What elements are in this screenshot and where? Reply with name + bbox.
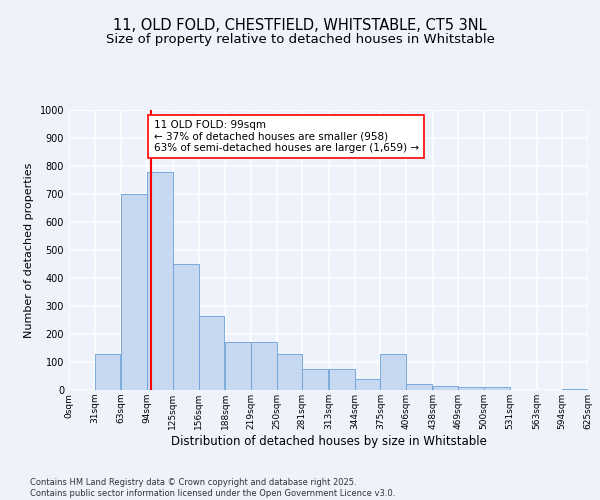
Bar [458, 387, 484, 390]
Bar [173, 264, 199, 390]
Bar [562, 388, 588, 390]
Bar [302, 369, 328, 390]
Bar [433, 386, 458, 390]
Bar [355, 379, 380, 390]
Text: Contains HM Land Registry data © Crown copyright and database right 2025.
Contai: Contains HM Land Registry data © Crown c… [30, 478, 395, 498]
Text: Size of property relative to detached houses in Whitstable: Size of property relative to detached ho… [106, 32, 494, 46]
Bar [95, 354, 121, 390]
X-axis label: Distribution of detached houses by size in Whitstable: Distribution of detached houses by size … [170, 434, 487, 448]
Bar [199, 316, 224, 390]
Bar [380, 354, 406, 390]
Text: 11 OLD FOLD: 99sqm
← 37% of detached houses are smaller (958)
63% of semi-detach: 11 OLD FOLD: 99sqm ← 37% of detached hou… [154, 120, 419, 153]
Text: 11, OLD FOLD, CHESTFIELD, WHITSTABLE, CT5 3NL: 11, OLD FOLD, CHESTFIELD, WHITSTABLE, CT… [113, 18, 487, 32]
Bar [484, 387, 510, 390]
Bar [251, 342, 277, 390]
Bar [329, 369, 355, 390]
Bar [406, 384, 432, 390]
Bar [225, 342, 251, 390]
Bar [277, 354, 302, 390]
Bar [121, 194, 147, 390]
Y-axis label: Number of detached properties: Number of detached properties [24, 162, 34, 338]
Bar [147, 172, 173, 390]
